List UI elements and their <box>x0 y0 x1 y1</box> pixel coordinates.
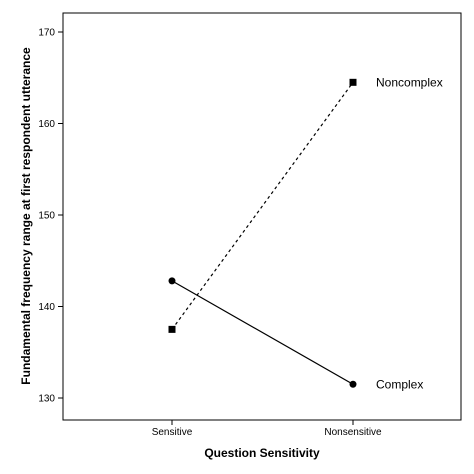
series-label-noncomplex: Noncomplex <box>376 75 443 89</box>
x-axis: Sensitive Nonsensitive <box>152 420 382 438</box>
series-label-complex: Complex <box>376 377 423 391</box>
series-line-noncomplex <box>171 81 354 330</box>
y-tick-label: 150 <box>38 211 55 222</box>
y-tick-label: 160 <box>38 119 55 130</box>
series-layer: Noncomplex Complex <box>168 75 443 391</box>
x-tick-label: Sensitive <box>152 427 193 438</box>
data-point-complex <box>349 380 357 388</box>
data-point-noncomplex <box>168 325 176 333</box>
y-tick-label: 170 <box>38 28 55 39</box>
x-axis-title: Question Sensitivity <box>204 446 320 460</box>
y-tick-label: 140 <box>38 302 55 313</box>
series-line-complex <box>171 280 354 385</box>
plot-frame <box>62 12 462 421</box>
y-tick-label: 130 <box>38 394 55 405</box>
y-axis-title: Fundamental frequency range at first res… <box>19 47 33 385</box>
data-point-noncomplex <box>349 78 357 86</box>
data-point-complex <box>168 277 176 285</box>
y-axis: 130 140 150 160 170 <box>38 28 63 405</box>
x-tick-label: Nonsensitive <box>324 427 382 438</box>
